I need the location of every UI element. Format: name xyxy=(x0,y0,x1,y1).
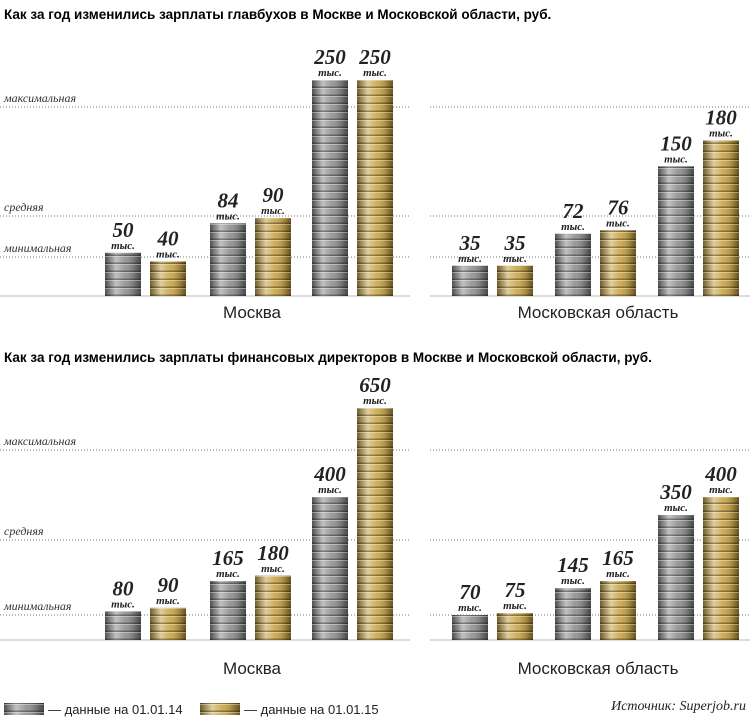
value-unit: тыс. xyxy=(458,602,482,614)
value-unit: тыс. xyxy=(363,67,387,79)
coin-stripes xyxy=(658,166,694,296)
coin-stripes xyxy=(200,703,240,715)
value-label: 180 xyxy=(257,541,289,565)
value-unit: тыс. xyxy=(363,395,387,407)
level-label: средняя xyxy=(4,200,44,214)
panel-label: Москва xyxy=(223,659,282,678)
section-title: Как за год изменились зарплаты финансовы… xyxy=(4,350,652,365)
value-label: 40 xyxy=(157,226,180,250)
value-label: 35 xyxy=(459,231,481,255)
value-unit: тыс. xyxy=(318,67,342,79)
value-unit: тыс. xyxy=(606,217,630,229)
level-label: минимальная xyxy=(3,241,72,255)
value-unit: тыс. xyxy=(561,575,585,587)
coin-stripes xyxy=(555,588,591,640)
value-label: 35 xyxy=(504,231,526,255)
level-label: максимальная xyxy=(3,434,76,448)
coin-stripes xyxy=(255,218,291,296)
coin-stripes xyxy=(703,497,739,640)
value-label: 165 xyxy=(602,546,634,570)
source: Источник: Superjob.ru xyxy=(610,699,746,714)
section-title: Как за год изменились зарплаты главбухов… xyxy=(4,7,551,22)
coin-stripes xyxy=(357,408,393,640)
value-label: 180 xyxy=(705,105,737,129)
value-unit: тыс. xyxy=(709,484,733,496)
value-unit: тыс. xyxy=(503,600,527,612)
value-label: 72 xyxy=(563,199,585,223)
value-label: 150 xyxy=(660,131,692,155)
value-label: 650 xyxy=(359,373,391,397)
value-label: 250 xyxy=(313,45,346,69)
level-label: средняя xyxy=(4,524,44,538)
value-label: 84 xyxy=(218,188,239,212)
value-label: 250 xyxy=(358,45,391,69)
value-unit: тыс. xyxy=(561,221,585,233)
value-unit: тыс. xyxy=(664,153,688,165)
panel-label: Москва xyxy=(223,303,282,322)
value-unit: тыс. xyxy=(156,595,180,607)
value-unit: тыс. xyxy=(606,568,630,580)
level-label: минимальная xyxy=(3,599,72,613)
value-unit: тыс. xyxy=(216,568,240,580)
value-label: 400 xyxy=(704,462,737,486)
coin-stripes xyxy=(555,233,591,296)
coin-stripes xyxy=(210,581,246,640)
legend-label: — данные на 01.01.14 xyxy=(48,702,183,717)
coin-stripes xyxy=(150,261,186,296)
value-label: 80 xyxy=(113,576,135,600)
value-unit: тыс. xyxy=(261,205,285,217)
coin-stripes xyxy=(255,575,291,640)
panel-label: Московская область xyxy=(518,303,679,322)
coin-stripes xyxy=(452,265,488,296)
legend-label: — данные на 01.01.15 xyxy=(244,702,379,717)
coin-stripes xyxy=(658,515,694,640)
value-unit: тыс. xyxy=(503,253,527,265)
coin-stripes xyxy=(600,581,636,640)
value-label: 75 xyxy=(505,578,526,602)
coin-stripes xyxy=(210,223,246,296)
value-unit: тыс. xyxy=(216,210,240,222)
value-unit: тыс. xyxy=(664,502,688,514)
value-label: 400 xyxy=(313,462,346,486)
coin-stripes xyxy=(4,703,44,715)
value-label: 145 xyxy=(557,553,589,577)
value-unit: тыс. xyxy=(111,240,135,252)
value-label: 165 xyxy=(212,546,244,570)
value-label: 70 xyxy=(460,580,482,604)
coin-stripes xyxy=(497,613,533,640)
coin-stripes xyxy=(703,140,739,296)
value-label: 50 xyxy=(113,218,135,242)
value-unit: тыс. xyxy=(261,563,285,575)
coin-stripes xyxy=(150,607,186,640)
value-unit: тыс. xyxy=(709,127,733,139)
level-label: максимальная xyxy=(3,91,76,105)
coin-stripes xyxy=(452,615,488,640)
value-unit: тыс. xyxy=(458,253,482,265)
coin-stripes xyxy=(312,80,348,296)
coin-stripes xyxy=(105,611,141,640)
value-label: 350 xyxy=(659,480,692,504)
value-unit: тыс. xyxy=(111,598,135,610)
value-label: 76 xyxy=(608,195,630,219)
coin-stripes xyxy=(105,252,141,296)
value-label: 90 xyxy=(158,573,180,597)
coin-stripes xyxy=(357,80,393,296)
value-label: 90 xyxy=(263,183,285,207)
coin-stripes xyxy=(497,265,533,296)
coin-stripes xyxy=(600,230,636,296)
coin-stripes xyxy=(312,497,348,640)
value-unit: тыс. xyxy=(318,484,342,496)
panel-label: Московская область xyxy=(518,659,679,678)
value-unit: тыс. xyxy=(156,248,180,260)
